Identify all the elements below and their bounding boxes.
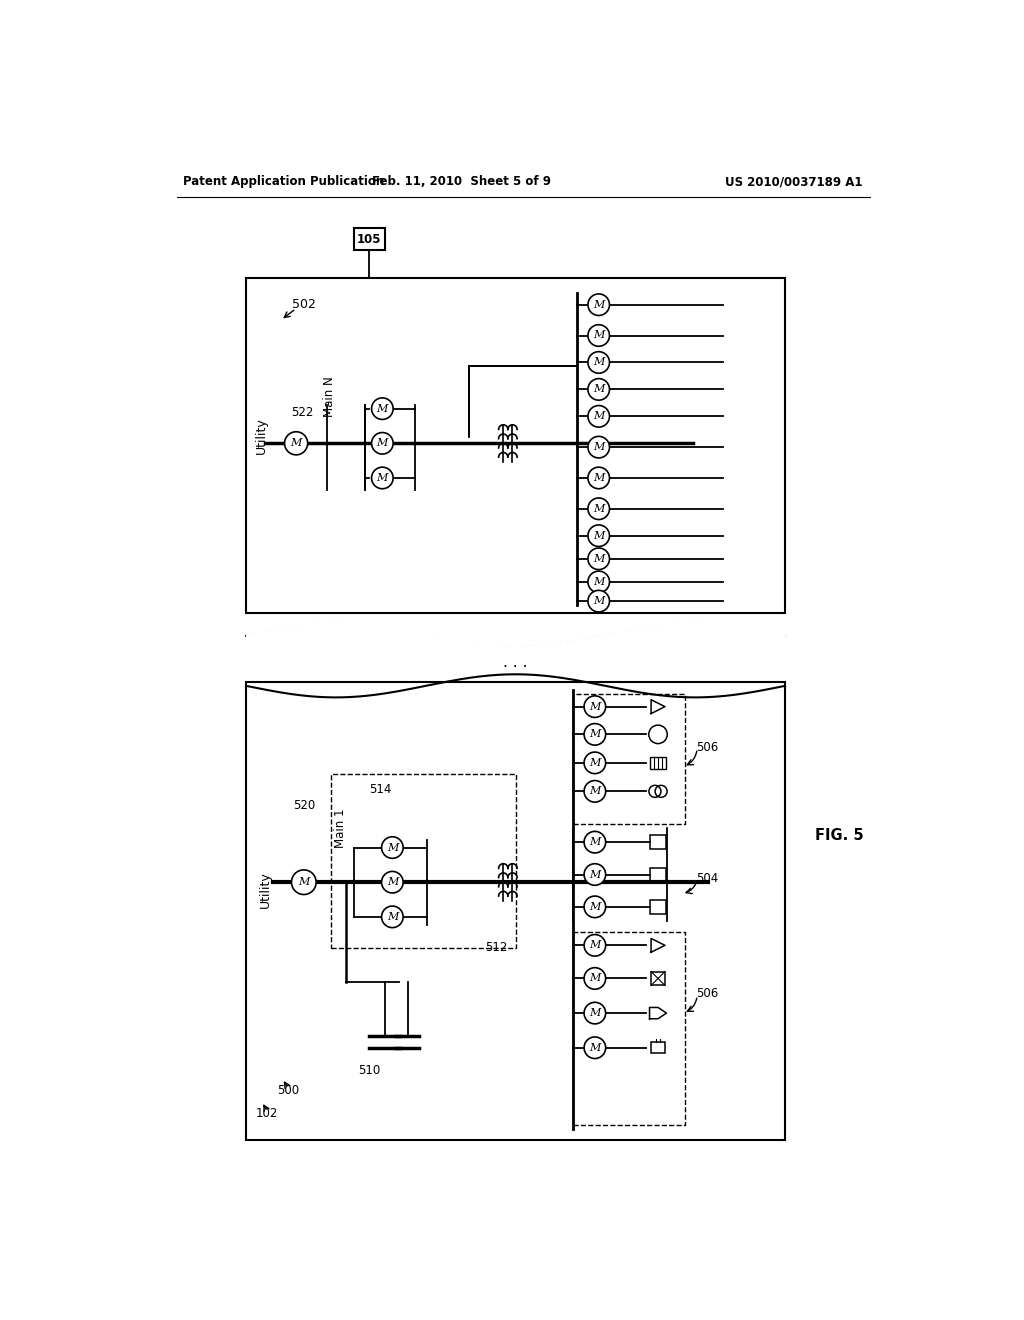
- Text: M: M: [593, 358, 604, 367]
- Circle shape: [588, 548, 609, 570]
- Bar: [651, 972, 665, 985]
- Text: FIG. 5: FIG. 5: [815, 829, 863, 843]
- Text: M: M: [593, 412, 604, 421]
- Text: 520: 520: [293, 799, 315, 812]
- Circle shape: [588, 590, 609, 612]
- Circle shape: [584, 935, 605, 956]
- Text: M: M: [593, 473, 604, 483]
- Text: M: M: [589, 787, 600, 796]
- Circle shape: [382, 906, 403, 928]
- Text: 512: 512: [485, 941, 508, 954]
- Text: M: M: [589, 973, 600, 983]
- Text: Utility: Utility: [259, 871, 271, 908]
- Text: M: M: [593, 554, 604, 564]
- Circle shape: [584, 832, 605, 853]
- Circle shape: [588, 437, 609, 458]
- Text: M: M: [593, 442, 604, 453]
- Circle shape: [588, 572, 609, 593]
- Text: M: M: [593, 300, 604, 310]
- Text: M: M: [298, 878, 309, 887]
- Circle shape: [584, 696, 605, 718]
- Circle shape: [285, 432, 307, 455]
- Text: Feb. 11, 2010  Sheet 5 of 9: Feb. 11, 2010 Sheet 5 of 9: [372, 176, 551, 187]
- Text: M: M: [589, 940, 600, 950]
- Text: 522: 522: [292, 407, 313, 418]
- Text: M: M: [589, 902, 600, 912]
- Text: Patent Application Publication: Patent Application Publication: [183, 176, 384, 187]
- Text: M: M: [589, 758, 600, 768]
- Circle shape: [382, 871, 403, 892]
- Circle shape: [584, 896, 605, 917]
- Text: M: M: [387, 878, 398, 887]
- Text: M: M: [377, 473, 388, 483]
- Circle shape: [588, 351, 609, 374]
- Circle shape: [584, 1038, 605, 1059]
- Text: M: M: [387, 842, 398, 853]
- Bar: [573, 693, 685, 825]
- Text: M: M: [589, 870, 600, 879]
- Text: M: M: [387, 912, 398, 921]
- Bar: [246, 682, 785, 1140]
- Circle shape: [588, 294, 609, 315]
- Text: US 2010/0037189 A1: US 2010/0037189 A1: [725, 176, 862, 187]
- Text: M: M: [377, 438, 388, 449]
- Text: 102: 102: [255, 1106, 278, 1119]
- Circle shape: [584, 723, 605, 744]
- Circle shape: [588, 325, 609, 346]
- Circle shape: [372, 433, 393, 454]
- Bar: [573, 932, 685, 1125]
- Bar: [649, 836, 667, 849]
- Text: M: M: [593, 330, 604, 341]
- Circle shape: [372, 397, 393, 420]
- Bar: [649, 867, 667, 882]
- Text: M: M: [593, 531, 604, 541]
- Circle shape: [584, 780, 605, 803]
- Circle shape: [588, 467, 609, 488]
- Circle shape: [588, 379, 609, 400]
- Text: 500: 500: [276, 1084, 299, 1097]
- Bar: [354, 228, 385, 249]
- Text: M: M: [593, 577, 604, 587]
- Text: M: M: [589, 1008, 600, 1018]
- Text: 504: 504: [696, 871, 719, 884]
- Bar: [246, 277, 785, 612]
- Circle shape: [588, 525, 609, 546]
- Text: 510: 510: [358, 1064, 380, 1077]
- Text: Main 1: Main 1: [334, 809, 346, 847]
- Circle shape: [292, 870, 316, 895]
- Bar: [331, 775, 515, 948]
- Text: . . .: . . .: [504, 655, 527, 671]
- Circle shape: [372, 467, 393, 488]
- Text: 514: 514: [370, 783, 391, 796]
- Text: M: M: [589, 730, 600, 739]
- Text: Main N: Main N: [323, 376, 336, 417]
- Bar: [649, 900, 667, 913]
- Text: 105: 105: [357, 232, 382, 246]
- Circle shape: [584, 863, 605, 886]
- Text: M: M: [593, 384, 604, 395]
- Text: M: M: [291, 438, 302, 449]
- Circle shape: [584, 752, 605, 774]
- Circle shape: [588, 405, 609, 428]
- Text: M: M: [593, 597, 604, 606]
- Text: M: M: [589, 1043, 600, 1053]
- Text: M: M: [377, 404, 388, 413]
- Text: 506: 506: [696, 987, 719, 1001]
- Circle shape: [382, 837, 403, 858]
- Circle shape: [588, 498, 609, 520]
- Text: Utility: Utility: [255, 417, 268, 454]
- Text: M: M: [593, 504, 604, 513]
- Circle shape: [584, 968, 605, 989]
- Text: M: M: [589, 837, 600, 847]
- Text: 502: 502: [292, 298, 316, 312]
- Bar: [650, 756, 666, 770]
- Circle shape: [584, 1002, 605, 1024]
- Text: M: M: [589, 702, 600, 711]
- Text: 506: 506: [696, 741, 719, 754]
- Bar: [651, 1043, 665, 1053]
